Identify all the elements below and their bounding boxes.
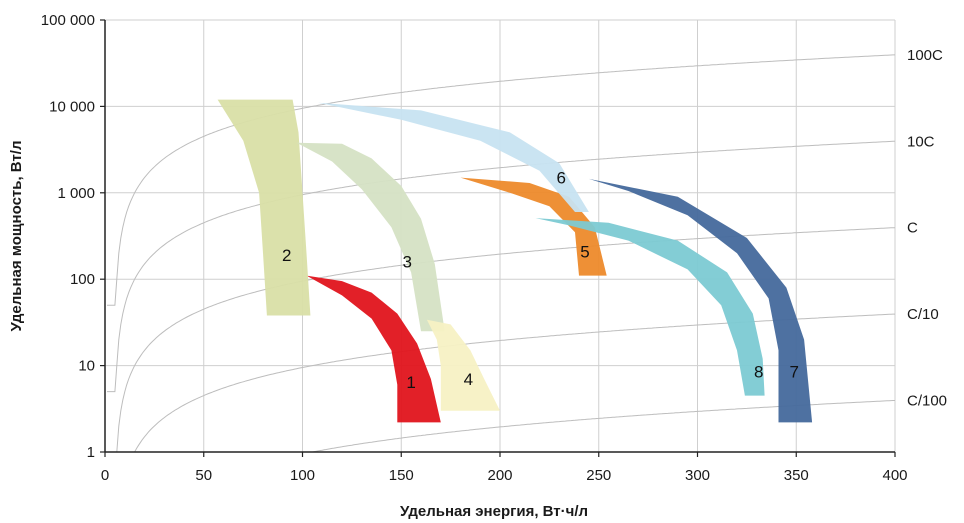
region-label-7: 7: [790, 363, 799, 382]
grid: [105, 19, 896, 452]
region-2: [217, 99, 311, 316]
x-axis-title: Удельная энергия, Вт·ч/л: [400, 503, 588, 520]
tick-labels: 0 50 100 150 200 250 300 350 400 1 10 100 1 000 10 00…: [41, 12, 908, 484]
region-label-5: 5: [580, 242, 589, 261]
rate-labels: 100C 10C C C/10 C/100: [907, 47, 947, 410]
region-label-2: 2: [282, 246, 291, 265]
rate-label: 10C: [907, 133, 935, 150]
rate-line: [116, 227, 895, 453]
axes: [100, 19, 896, 457]
regions: [217, 99, 813, 423]
region-label-3: 3: [402, 253, 411, 272]
region-1: [306, 275, 441, 423]
y-tick-label: 1 000: [57, 185, 95, 202]
rate-line: [134, 313, 895, 453]
y-tick-label: 1: [87, 444, 95, 461]
y-tick-label: 100: [70, 271, 95, 288]
x-tick-label: 250: [586, 467, 611, 484]
region-7: [588, 178, 813, 423]
rate-label: C: [907, 220, 918, 237]
rate-label: C/100: [907, 392, 947, 409]
y-axis-title: Удельная мощность, Вт/л: [8, 141, 25, 332]
x-tick-label: 50: [195, 467, 212, 484]
x-tick-label: 300: [685, 467, 710, 484]
y-tick-label: 10: [78, 358, 95, 375]
x-tick-label: 350: [784, 467, 809, 484]
region-labels: 1 2 3 4 5 6 8 7: [282, 169, 799, 392]
x-tick-label: 150: [389, 467, 414, 484]
x-tick-label: 200: [487, 467, 512, 484]
rate-label: C/10: [907, 306, 939, 323]
rate-label: 100C: [907, 47, 943, 64]
x-tick-label: 400: [882, 467, 907, 484]
x-tick-label: 0: [101, 467, 109, 484]
region-label-8: 8: [754, 363, 763, 382]
region-6: [318, 102, 589, 212]
region-label-6: 6: [556, 169, 565, 188]
x-tick-label: 100: [290, 467, 315, 484]
region-3: [296, 142, 445, 332]
region-4: [426, 319, 500, 411]
region-8: [535, 218, 765, 396]
y-tick-label: 10 000: [49, 98, 95, 115]
region-label-1: 1: [406, 373, 415, 392]
region-label-4: 4: [464, 370, 473, 389]
rate-line: [107, 54, 895, 306]
rate-lines: [107, 54, 895, 453]
rate-line: [107, 140, 895, 393]
y-tick-label: 100 000: [41, 12, 95, 29]
